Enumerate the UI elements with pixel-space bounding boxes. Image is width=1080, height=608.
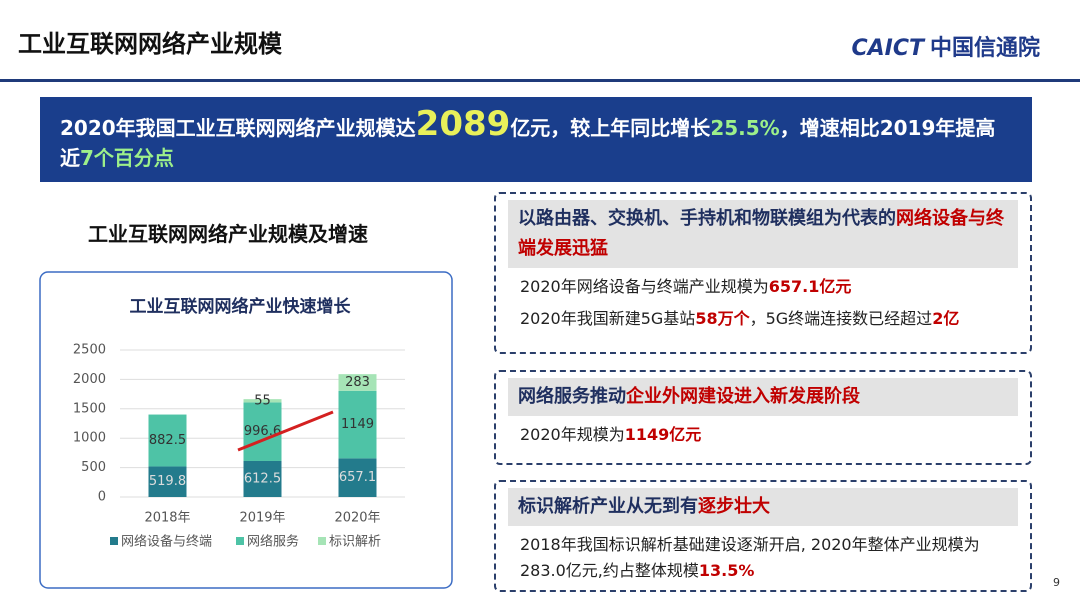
y-tick-label: 2000 [73,372,106,387]
panel-line: 2018年我国标识解析基础建设逐渐开启, 2020年整体产业规模为283.0亿元… [520,532,1006,584]
y-tick-label: 1500 [73,401,106,416]
data-label: 612.5 [244,471,281,486]
trend-line [237,410,334,452]
legend-label: 网络设备与终端 [121,534,212,550]
panel-heading: 以路由器、交换机、手持机和物联模组为代表的网络设备与终端发展迅猛 [508,200,1018,268]
header-rule [0,79,1080,82]
banner-text: 2020年我国工业互联网网络产业规模达 [60,116,416,140]
panel-heading: 标识解析产业从无到有逐步壮大 [508,488,1018,526]
bar-segment [148,466,187,497]
panel-line: 2020年我国新建5G基站58万个，5G终端连接数已经超过2亿 [520,306,1006,332]
logo-cn: 中国信通院 [929,36,1040,61]
section-title: 工业互联网网络产业规模及增速 [88,222,368,246]
panel-heading: 网络服务推动企业外网建设进入新发展阶段 [508,378,1018,416]
data-label: 55 [254,393,271,408]
plot: 0 500 1000 1500 2000 2500 2018年 519.8 882.5 2019年… [73,343,405,550]
legend-label: 标识解析 [329,535,381,550]
legend-swatch [236,537,244,545]
banner-text: 7个百分点 [80,146,174,170]
data-label: 283 [345,375,370,390]
bar-segment [243,460,282,497]
panel: 标识解析产业从无到有逐步壮大 2018年我国标识解析基础建设逐渐开启, 2020年… [494,480,1032,592]
legend-swatch [110,537,118,545]
bar-segment [243,402,282,461]
panel: 网络服务推动企业外网建设进入新发展阶段 2020年规模为1149亿元 [494,370,1032,465]
line-text: 58万个 [695,309,750,328]
line-text: 13.5% [698,561,755,580]
heading-text: 网络设备与终端发展迅猛 [518,208,1004,259]
banner-text: 25.5% [710,116,780,140]
line-text: 2亿 [932,309,960,328]
line-text: 657.1亿元 [768,277,852,296]
chart-title: 工业互联网网络产业快速增长 [130,296,352,317]
x-tick-label: 2020年 [334,511,380,526]
heading-text: 逐步壮大 [698,496,770,517]
data-label: 1149 [341,417,374,432]
y-tick-label: 1000 [73,431,106,446]
banner-text: ，增速相比2019年提高近 [60,116,996,170]
y-tick-label: 500 [81,460,106,475]
logo-en: CAICT [851,36,924,61]
legend-label: 网络服务 [247,534,299,550]
panel-line: 2020年网络设备与终端产业规模为657.1亿元 [520,274,1006,300]
bar-segment [338,374,377,391]
slide-title: 工业互联网网络产业规模 [18,30,282,58]
heading-text: 企业外网建设进入新发展阶段 [626,386,860,407]
page-number: 9 [1053,576,1060,589]
line-text: ，5G终端连接数已经超过 [749,309,933,328]
heading-text: 以路由器、交换机、手持机和物联模组为代表的 [518,208,896,229]
bar-segment [338,390,377,459]
banner-text: 亿元，较上年同比增长 [510,116,711,140]
panel: 以路由器、交换机、手持机和物联模组为代表的网络设备与终端发展迅猛 2020年网络设… [494,192,1032,354]
line-text: 2018年我国标识解析基础建设逐渐开启, 2020年整体产业规模为283.0亿元… [520,535,980,580]
y-tick-label: 0 [98,490,106,505]
y-tick-label: 2500 [73,343,106,358]
data-label: 882.5 [149,433,186,448]
bar-segment [243,399,282,403]
bar-segment [148,414,187,467]
banner: 2020年我国工业互联网网络产业规模达2089亿元，较上年同比增长25.5%，增… [40,97,1032,182]
line-text: 2020年网络设备与终端产业规模为 [520,277,769,296]
line-text: 2020年规模为 [520,425,625,444]
heading-text: 标识解析产业从无到有 [518,496,698,517]
logo: CAICT 中国信通院 [851,30,1040,62]
data-label: 519.8 [149,474,186,489]
legend-swatch [318,537,326,545]
x-tick-label: 2018年 [144,511,190,526]
data-label: 996.6 [244,424,281,439]
x-tick-label: 2019年 [239,511,285,526]
line-text: 1149亿元 [624,425,702,444]
banner-text: 2089 [415,104,511,144]
line-text: 2020年我国新建5G基站 [520,309,696,328]
data-label: 657.1 [339,470,376,485]
heading-text: 网络服务推动 [518,386,626,407]
chart: 工业互联网网络产业快速增长 0 500 1000 1500 2000 2500 2018年 5… [39,271,453,589]
bar-segment [338,458,377,497]
panel-line: 2020年规模为1149亿元 [520,422,1006,448]
